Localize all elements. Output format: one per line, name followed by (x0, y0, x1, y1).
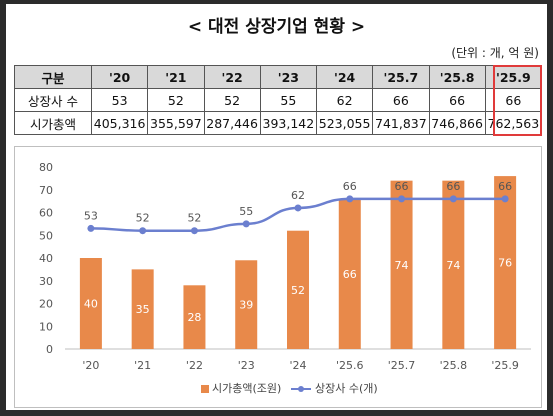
y-tick-label: 60 (39, 207, 53, 220)
line-data-label: 66 (343, 180, 357, 193)
line-data-label: 52 (136, 212, 150, 225)
line-point (501, 195, 509, 203)
line-point (346, 195, 354, 203)
line-point (242, 220, 250, 228)
table-cell: 746,866 (428, 111, 486, 135)
table-cell: 66 (428, 88, 486, 112)
y-tick-label: 80 (39, 161, 53, 174)
line-data-label: 53 (84, 209, 98, 222)
bar (338, 198, 361, 349)
bar (442, 180, 465, 349)
legend-line-marker (298, 386, 304, 392)
line-point (294, 204, 302, 212)
table-row: 시가총액 405,316 355,597 287,446 393,142 523… (14, 111, 543, 135)
table-cell: 52 (203, 88, 261, 112)
line-data-label: 52 (187, 212, 201, 225)
table-cell: 53 (90, 88, 149, 112)
row-label: 시가총액 (14, 111, 92, 135)
bar (79, 258, 102, 349)
y-tick-label: 10 (39, 320, 53, 333)
bar-data-label: 39 (239, 299, 253, 312)
row-label: 상장사 수 (14, 88, 92, 112)
bar-data-label: 35 (136, 303, 150, 316)
table-header-cell: '22 (203, 65, 261, 89)
table-cell: 287,446 (203, 111, 261, 135)
legend-bar-label: 시가총액(조원) (212, 382, 281, 395)
x-tick-label: '25.7 (388, 359, 416, 372)
table-cell: 355,597 (147, 111, 205, 135)
table-cell: 405,316 (90, 111, 149, 135)
table-row: 상장사 수 53 52 52 55 62 66 66 66 (14, 88, 543, 112)
bar (494, 176, 517, 349)
bar-data-label: 76 (498, 257, 512, 270)
legend-bar-swatch (201, 385, 209, 393)
bar (183, 285, 206, 349)
line-point (139, 227, 147, 235)
bar-data-label: 28 (187, 311, 201, 324)
y-tick-label: 40 (39, 252, 53, 265)
table-cell: 66 (372, 88, 430, 112)
y-tick-label: 0 (46, 343, 53, 356)
x-tick-label: '25.9 (491, 359, 519, 372)
x-tick-label: '20 (82, 359, 99, 372)
table-cell: 55 (259, 88, 318, 112)
x-tick-label: '23 (238, 359, 255, 372)
x-tick-label: '25.6 (336, 359, 364, 372)
bar (390, 180, 413, 349)
bar-data-label: 52 (291, 284, 305, 297)
table-cell: 66 (484, 88, 543, 112)
bar-data-label: 74 (395, 259, 409, 272)
line-data-label: 66 (498, 180, 512, 193)
table-header-cell: '23 (259, 65, 318, 89)
line-point (398, 195, 406, 203)
table-cell: 741,837 (372, 111, 430, 135)
y-tick-label: 20 (39, 298, 53, 311)
line-data-label: 66 (446, 180, 460, 193)
line-data-label: 66 (395, 180, 409, 193)
bar (235, 260, 258, 349)
y-tick-label: 70 (39, 184, 53, 197)
table-cell: 52 (147, 88, 205, 112)
table-cell: 523,055 (315, 111, 374, 135)
table-cell: 62 (315, 88, 374, 112)
x-tick-label: '22 (186, 359, 203, 372)
combo-chart: 0 10 20 30 40 50 60 70 80 40 35 28 39 52 66 74 74 76 53 52 5… (39, 161, 531, 395)
table-header-cell: '24 (315, 65, 374, 89)
line-point (449, 195, 457, 203)
bar-data-label: 40 (84, 298, 98, 311)
document-page: < 대전 상장기업 현황 > (단위 : 개, 억 원) 구분 '20 '21 … (6, 4, 547, 410)
x-tick-label: '24 (289, 359, 306, 372)
line-data-label: 55 (239, 205, 253, 218)
y-tick-label: 30 (39, 275, 53, 288)
x-tick-label: '25.8 (440, 359, 468, 372)
summary-table: 구분 '20 '21 '22 '23 '24 '25.7 '25.8 '25.9… (14, 65, 543, 135)
chart-frame: 0 10 20 30 40 50 60 70 80 40 35 28 39 52 66 74 74 76 53 52 5… (14, 146, 542, 408)
line-point (87, 224, 95, 232)
table-header-cell: '20 (90, 65, 149, 89)
table-header-cell: '25.7 (372, 65, 430, 89)
y-tick-label: 50 (39, 229, 53, 242)
table-cell: 393,142 (259, 111, 318, 135)
table-header-cell: '25.8 (428, 65, 486, 89)
unit-note: (단위 : 개, 억 원) (451, 46, 539, 60)
line-point (190, 227, 198, 235)
table-cell: 762,563 (484, 111, 543, 135)
bar (131, 269, 154, 349)
page-title: < 대전 상장기업 현황 > (187, 17, 366, 37)
line-data-label: 62 (291, 189, 305, 202)
table-header-cell: '21 (147, 65, 205, 89)
table-header-cell: 구분 (14, 65, 92, 89)
bar (287, 230, 309, 349)
legend-line-label: 상장사 수(개) (315, 382, 378, 395)
table-header-cell: '25.9 (484, 65, 543, 89)
table-header-row: 구분 '20 '21 '22 '23 '24 '25.7 '25.8 '25.9 (14, 65, 543, 89)
bar-data-label: 66 (343, 268, 357, 281)
x-tick-label: '21 (134, 359, 151, 372)
bar-data-label: 74 (446, 259, 460, 272)
